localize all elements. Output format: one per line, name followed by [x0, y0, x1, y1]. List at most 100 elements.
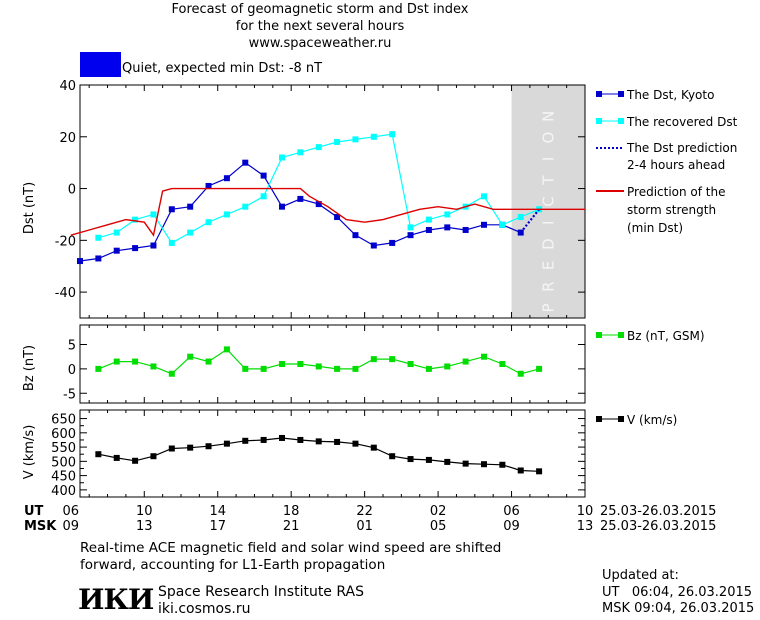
data-point: [389, 453, 396, 460]
data-point: [370, 133, 377, 140]
data-point: [113, 454, 120, 461]
data-point: [499, 221, 506, 228]
data-point: [334, 438, 341, 445]
msk-tick-label: 01: [356, 519, 373, 534]
data-point: [425, 216, 432, 223]
prediction-region: [511, 85, 585, 318]
data-point: [279, 203, 285, 210]
data-point: [279, 434, 285, 441]
series-line-bz-nt-gsm-: [98, 348, 540, 375]
msk-date-range: 25.03-26.03.2015: [600, 519, 716, 534]
data-point: [205, 219, 212, 226]
data-point: [260, 436, 267, 443]
data-point: [444, 458, 451, 465]
data-point: [205, 358, 212, 365]
dst-panel: P R E D I CT I ON 40 20 0 -20 -40: [55, 79, 586, 319]
institute-name: Space Research Institute RAS: [158, 584, 364, 600]
data-point: [370, 356, 377, 363]
y-tick-label: 0: [68, 183, 76, 198]
data-point: [297, 436, 304, 443]
prediction-letter: R: [539, 281, 557, 291]
data-point: [536, 468, 543, 475]
data-point: [132, 216, 139, 223]
data-point: [242, 437, 249, 444]
data-point: [389, 239, 396, 246]
data-point: [315, 363, 322, 370]
institute-website[interactable]: iki.cosmos.ru: [158, 601, 251, 617]
ut-date-range: 25.03-26.03.2015: [600, 504, 716, 519]
data-point: [297, 195, 304, 202]
data-point: [95, 365, 102, 372]
data-point: [462, 358, 469, 365]
legend-dst-kyoto-swatch: [596, 91, 624, 97]
legend-dst-kyoto-label: The Dst, Kyoto: [626, 88, 714, 102]
series-line-the-recovered-dst: [98, 133, 540, 244]
legend-recovered-swatch: [596, 118, 624, 124]
y-tick-label: 500: [51, 455, 76, 470]
msk-tick-label: 05: [430, 519, 447, 534]
data-point: [95, 255, 102, 262]
data-point: [205, 443, 212, 450]
data-point: [517, 214, 524, 221]
prediction-letter: D: [539, 238, 557, 250]
msk-axis-label: MSK: [24, 519, 57, 534]
data-point: [168, 445, 175, 452]
series-line-the-dst-prediction-2-4-hours-ahead: [519, 208, 540, 234]
y-tick-label: 400: [51, 484, 76, 499]
data-point: [260, 193, 267, 200]
data-point: [205, 182, 212, 189]
data-point: [187, 229, 194, 236]
data-point: [425, 226, 432, 233]
ut-tick-label: 06: [503, 504, 520, 519]
data-point: [370, 242, 377, 249]
y-tick-label: 600: [51, 427, 76, 442]
panel-frame: [79, 84, 586, 319]
data-point: [481, 221, 487, 228]
data-point: [297, 361, 304, 367]
data-point: [517, 467, 524, 474]
data-point: [481, 461, 487, 468]
chart-title-line2: for the next several hours: [235, 19, 405, 34]
data-point: [407, 224, 414, 231]
chart-title-line1: Forecast of geomagnetic storm and Dst in…: [171, 2, 469, 17]
data-point: [168, 239, 175, 246]
data-point: [389, 356, 396, 363]
msk-tick-label: 09: [503, 519, 520, 534]
data-point: [242, 159, 249, 166]
time-tick-labels: 06 10 14 18 22 02 06 10 09 13 17 21 01 05 09 13: [63, 504, 594, 534]
data-point: [223, 175, 230, 182]
msk-tick-label: 17: [209, 519, 226, 534]
y-tick-label: 5: [68, 339, 76, 354]
data-point: [150, 211, 157, 218]
y-tick-label: 650: [51, 413, 76, 428]
ut-tick-label: 02: [430, 504, 447, 519]
panel-frame: [79, 409, 586, 498]
legend-storm-label-2: storm strength: [627, 203, 716, 217]
iki-logo: ИКИ: [78, 583, 154, 616]
y-tick-label: 20: [59, 131, 76, 146]
data-point: [223, 440, 230, 447]
prediction-letter: P: [539, 303, 557, 312]
data-point: [242, 365, 249, 372]
data-point: [187, 353, 194, 360]
prediction-letter: N: [539, 111, 557, 122]
data-point: [150, 363, 157, 370]
data-point: [168, 206, 175, 213]
msk-tick-label: 13: [577, 519, 594, 534]
data-point: [113, 247, 120, 254]
data-point: [279, 154, 285, 161]
data-point: [297, 149, 304, 156]
data-point: [95, 234, 102, 241]
data-point: [132, 358, 139, 365]
data-point: [150, 242, 157, 249]
data-point: [334, 365, 341, 372]
data-point: [187, 203, 194, 210]
legend-recovered-label: The recovered Dst: [626, 115, 738, 129]
ut-tick-label: 18: [283, 504, 300, 519]
y-tick-label: -40: [55, 286, 76, 301]
y-tick-label: -5: [63, 387, 76, 402]
footer-note-line2: forward, accounting for L1-Earth propaga…: [80, 557, 386, 573]
ut-tick-label: 10: [136, 504, 153, 519]
data-point: [150, 453, 157, 460]
